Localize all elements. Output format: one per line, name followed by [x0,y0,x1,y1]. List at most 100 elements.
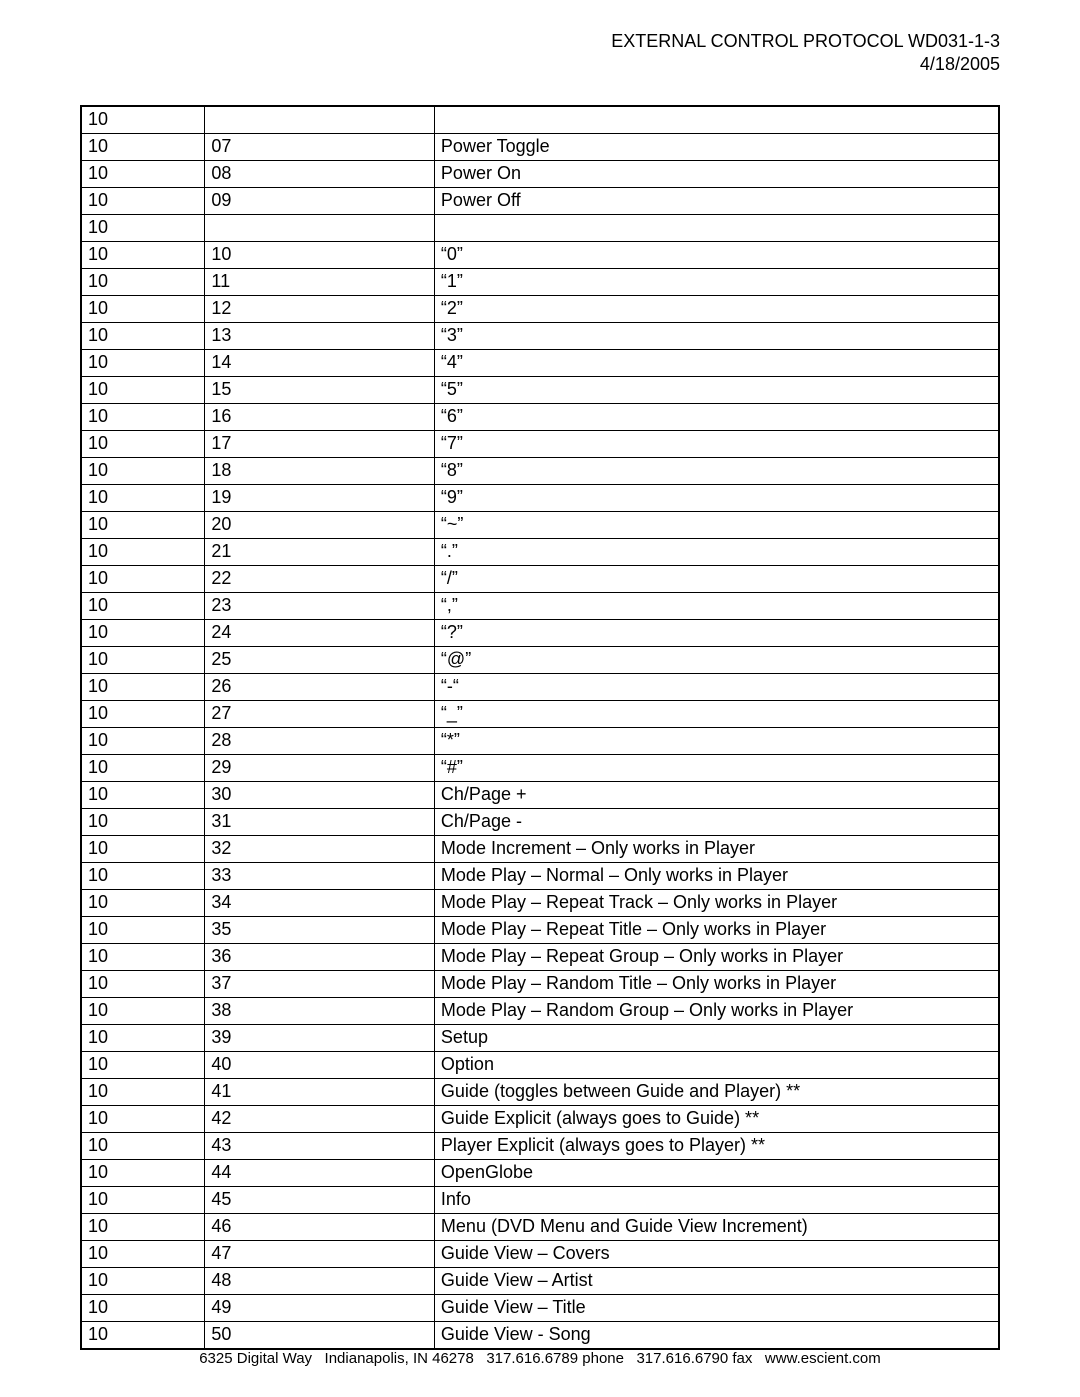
cell-description: Ch/Page - [434,808,999,835]
table-row: 1045Info [81,1186,999,1213]
table-row: 1040Option [81,1051,999,1078]
cell-code1: 10 [81,781,205,808]
table-row: 1042Guide Explicit (always goes to Guide… [81,1105,999,1132]
cell-description: “_” [434,700,999,727]
table-row: 1028“*” [81,727,999,754]
cell-description: “-“ [434,673,999,700]
table-row: 1039Setup [81,1024,999,1051]
cell-code2: 43 [205,1132,435,1159]
table-row: 1025“@” [81,646,999,673]
cell-description: Option [434,1051,999,1078]
cell-description: Mode Play – Repeat Title – Only works in… [434,916,999,943]
cell-description: Guide (toggles between Guide and Player)… [434,1078,999,1105]
table-row: 1023“,” [81,592,999,619]
cell-description: Mode Play – Normal – Only works in Playe… [434,862,999,889]
table-row: 1017“7” [81,430,999,457]
cell-code1: 10 [81,1240,205,1267]
table-row: 1022“/” [81,565,999,592]
page-footer: 6325 Digital Way Indianapolis, IN 46278 … [0,1350,1080,1367]
cell-description: Power Toggle [434,133,999,160]
cell-description: “/” [434,565,999,592]
cell-code1: 10 [81,754,205,781]
footer-text: 6325 Digital Way Indianapolis, IN 46278 … [199,1350,881,1367]
cell-code2: 39 [205,1024,435,1051]
cell-code1: 10 [81,484,205,511]
cell-code2: 37 [205,970,435,997]
cell-code1: 10 [81,1132,205,1159]
cell-description: Player Explicit (always goes to Player) … [434,1132,999,1159]
cell-code1: 10 [81,538,205,565]
cell-code1: 10 [81,430,205,457]
cell-code2: 44 [205,1159,435,1186]
cell-code1: 10 [81,916,205,943]
table-row: 1027“_” [81,700,999,727]
cell-description: Guide Explicit (always goes to Guide) ** [434,1105,999,1132]
table-row: 1047Guide View – Covers [81,1240,999,1267]
cell-code1: 10 [81,457,205,484]
cell-code2: 11 [205,268,435,295]
table-row: 1041Guide (toggles between Guide and Pla… [81,1078,999,1105]
table-row: 1024“?” [81,619,999,646]
cell-code1: 10 [81,673,205,700]
table-row: 1049Guide View – Title [81,1294,999,1321]
cell-code1: 10 [81,403,205,430]
table-row: 1012“2” [81,295,999,322]
table-row: 1029“#” [81,754,999,781]
cell-code2: 10 [205,241,435,268]
table-row: 1007Power Toggle [81,133,999,160]
cell-code1: 10 [81,349,205,376]
cell-description: “8” [434,457,999,484]
cell-code2: 09 [205,187,435,214]
cell-code1: 10 [81,106,205,134]
table-row: 10 [81,214,999,241]
cell-code2: 22 [205,565,435,592]
cell-description: Setup [434,1024,999,1051]
cell-description: Guide View – Covers [434,1240,999,1267]
cell-code2: 36 [205,943,435,970]
cell-code1: 10 [81,241,205,268]
cell-code2 [205,214,435,241]
cell-description: Guide View - Song [434,1321,999,1349]
cell-code2: 21 [205,538,435,565]
cell-code2: 15 [205,376,435,403]
cell-code1: 10 [81,133,205,160]
table-row: 1016“6” [81,403,999,430]
cell-code2: 12 [205,295,435,322]
table-row: 1026“-“ [81,673,999,700]
table-row: 1038Mode Play – Random Group – Only work… [81,997,999,1024]
protocol-table: 101007Power Toggle1008Power On1009Power … [80,105,1000,1350]
cell-code1: 10 [81,943,205,970]
table-row: 1050Guide View - Song [81,1321,999,1349]
table-row: 1035Mode Play – Repeat Title – Only work… [81,916,999,943]
cell-code2: 49 [205,1294,435,1321]
cell-code1: 10 [81,1105,205,1132]
cell-code1: 10 [81,970,205,997]
table-row: 1032Mode Increment – Only works in Playe… [81,835,999,862]
cell-code1: 10 [81,592,205,619]
cell-description: Power Off [434,187,999,214]
cell-code2 [205,106,435,134]
cell-code1: 10 [81,889,205,916]
cell-code2: 45 [205,1186,435,1213]
cell-description: “.” [434,538,999,565]
cell-description [434,214,999,241]
page: EXTERNAL CONTROL PROTOCOL WD031-1-3 4/18… [0,0,1080,1397]
cell-code2: 35 [205,916,435,943]
cell-description: Guide View – Title [434,1294,999,1321]
cell-code1: 10 [81,619,205,646]
table-row: 1021“.” [81,538,999,565]
table-row: 1031Ch/Page - [81,808,999,835]
cell-description: OpenGlobe [434,1159,999,1186]
cell-description: “?” [434,619,999,646]
cell-code1: 10 [81,268,205,295]
cell-code1: 10 [81,646,205,673]
table-row: 1015“5” [81,376,999,403]
cell-code2: 50 [205,1321,435,1349]
cell-code1: 10 [81,700,205,727]
cell-code1: 10 [81,1267,205,1294]
cell-code2: 28 [205,727,435,754]
cell-code2: 08 [205,160,435,187]
table-row: 1013“3” [81,322,999,349]
cell-code2: 14 [205,349,435,376]
cell-code2: 13 [205,322,435,349]
